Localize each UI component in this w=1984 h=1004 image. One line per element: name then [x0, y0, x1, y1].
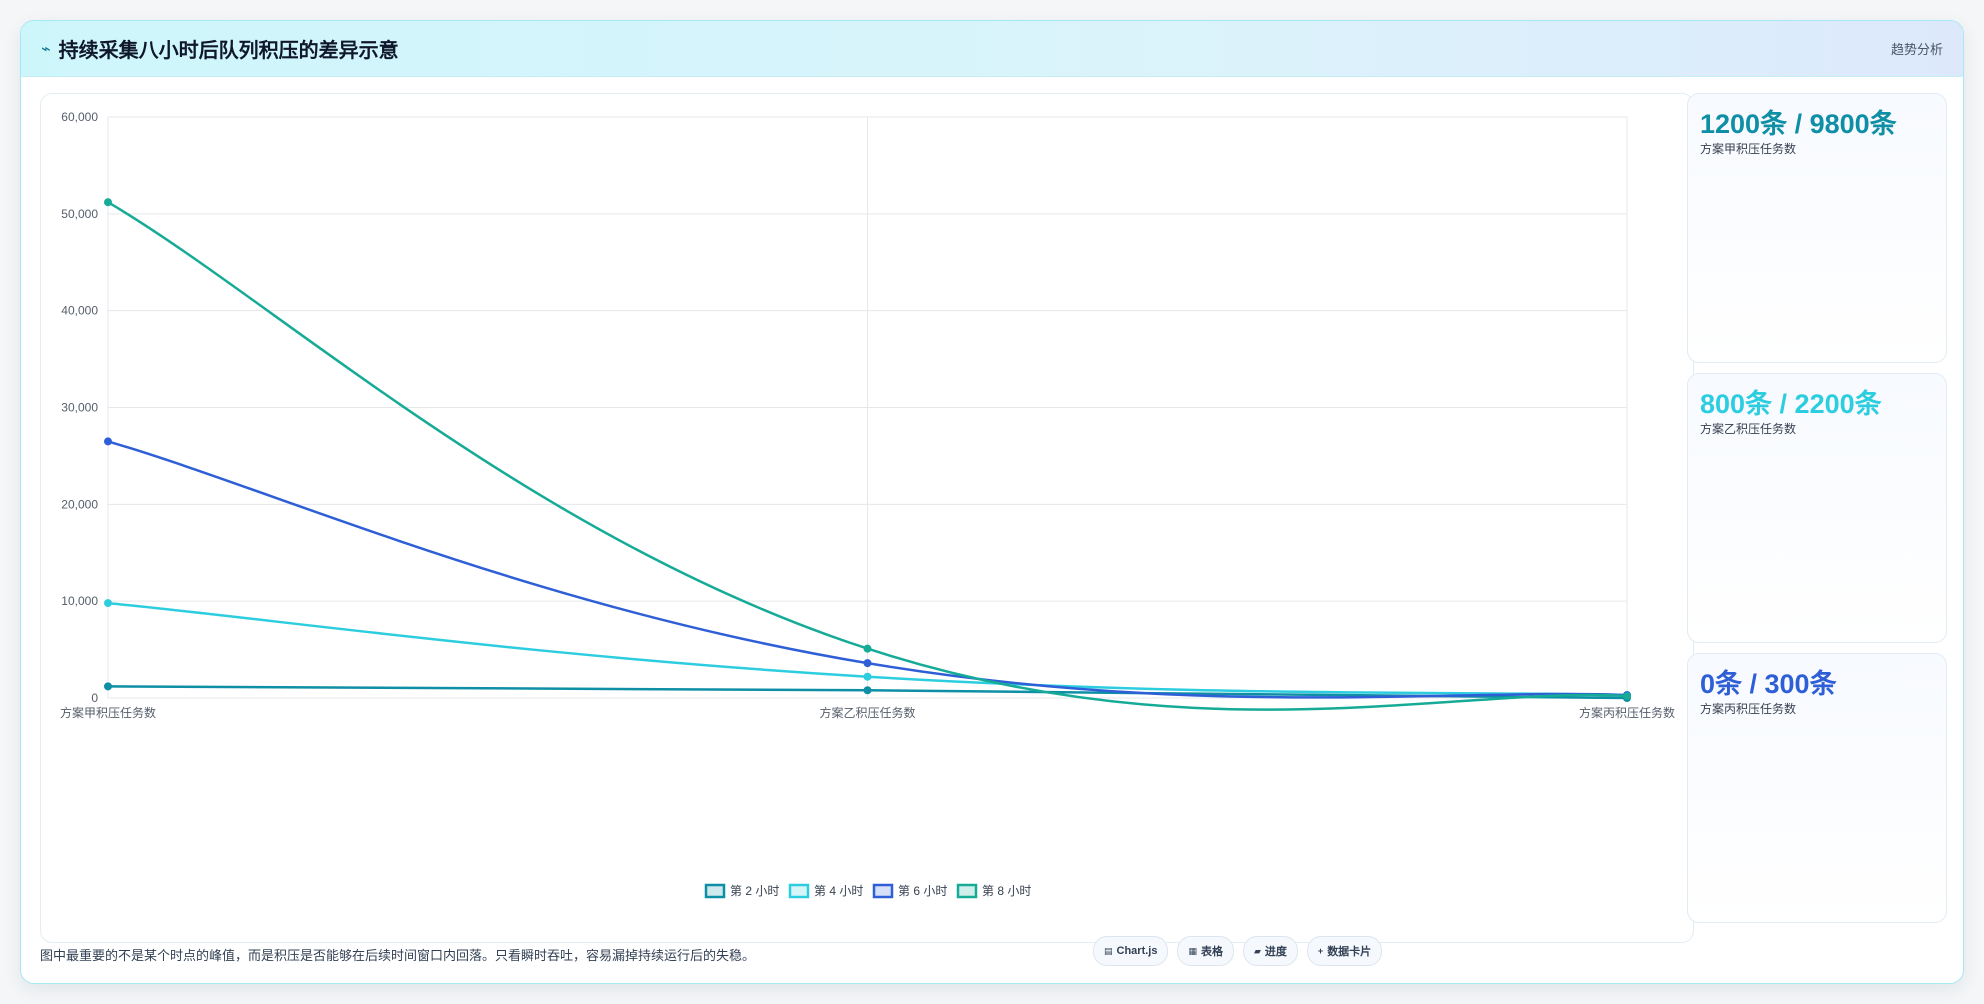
- chip-label: Chart.js: [1116, 945, 1158, 957]
- trend-analysis-link[interactable]: 趋势分析: [1890, 42, 1943, 57]
- page-title: 持续采集八小时后队列积压的差异示意: [58, 40, 399, 62]
- summary-card-a: 1200条 / 9800条 方案甲积压任务数: [1687, 93, 1947, 363]
- y-tick-label: 30,000: [61, 401, 98, 415]
- data-point: [104, 198, 112, 207]
- data-point: [863, 672, 872, 681]
- data-point: [104, 682, 112, 691]
- chip-label: 进度: [1264, 946, 1287, 958]
- legend-swatch: [788, 883, 810, 899]
- backlog-line-chart: 0 10,000 20,000 30,000 40,000 50,000 60,000 方案甲…: [60, 110, 1675, 899]
- x-tick-label: 方案乙积压任务数: [819, 705, 915, 720]
- card-value: 1200条 / 9800条: [1700, 109, 1897, 139]
- data-point: [1623, 692, 1631, 701]
- plus-icon: +: [1317, 946, 1324, 956]
- card-label: 方案甲积压任务数: [1700, 142, 1797, 156]
- summary-card-c: 0条 / 300条 方案丙积压任务数: [1687, 653, 1947, 923]
- tool-chips: ▤ Chart.js ▦ 表格 ▰ 进度 + 数据卡片: [1093, 936, 1383, 966]
- data-point: [863, 686, 872, 695]
- table-icon: ▦: [1188, 945, 1197, 956]
- panel-header: ⌁ 持续采集八小时后队列积压的差异示意 趋势分析: [21, 21, 1963, 77]
- chartjs-chip[interactable]: ▤ Chart.js: [1093, 936, 1169, 966]
- y-tick-label: 60,000: [61, 110, 98, 124]
- y-tick-label: 0: [91, 691, 98, 705]
- data-card-chip[interactable]: + 数据卡片: [1306, 936, 1383, 966]
- data-point: [104, 599, 112, 608]
- dashboard-panel: ⌁ 持续采集八小时后队列积压的差异示意 趋势分析 0 10,000 20,000 30…: [20, 20, 1964, 984]
- y-tick-label: 10,000: [61, 594, 98, 608]
- data-point: [104, 437, 112, 446]
- y-tick-label: 50,000: [61, 207, 98, 221]
- footer-note: 图中最重要的不是某个时点的峰值，而是积压是否能够在后续时间窗口内回落。只看瞬时吞…: [40, 948, 756, 963]
- legend-label: 第 6 小时: [898, 884, 947, 898]
- y-tick-label: 20,000: [61, 497, 98, 511]
- legend-swatch: [872, 883, 894, 899]
- progress-icon: ▰: [1254, 945, 1261, 956]
- card-value: 800条 / 2200条: [1700, 389, 1882, 419]
- card-label: 方案丙积压任务数: [1700, 702, 1797, 716]
- table-chip[interactable]: ▦ 表格: [1177, 936, 1234, 966]
- card-label: 方案乙积压任务数: [1700, 422, 1797, 436]
- data-point: [863, 644, 872, 653]
- legend-swatch: [956, 883, 978, 899]
- data-point: [863, 659, 872, 668]
- y-tick-label: 40,000: [61, 304, 98, 318]
- chip-label: 表格: [1201, 946, 1223, 958]
- x-tick-label: 方案丙积压任务数: [1579, 705, 1675, 720]
- card-value: 0条 / 300条: [1700, 669, 1837, 699]
- title-group: ⌁ 持续采集八小时后队列积压的差异示意: [41, 34, 399, 63]
- legend-label: 第 8 小时: [982, 884, 1031, 898]
- summary-card-b: 800条 / 2200条 方案乙积压任务数: [1687, 373, 1947, 643]
- chart-container: 0 10,000 20,000 30,000 40,000 50,000 60,000 方案甲…: [40, 93, 1694, 943]
- legend-swatch: [704, 883, 726, 899]
- legend-label: 第 4 小时: [814, 884, 863, 898]
- legend-label: 第 2 小时: [730, 884, 779, 898]
- trend-icon: ⌁: [41, 40, 51, 58]
- chart-icon: ▤: [1104, 945, 1113, 956]
- x-tick-label: 方案甲积压任务数: [60, 705, 156, 720]
- chip-label: 数据卡片: [1327, 946, 1372, 958]
- progress-chip[interactable]: ▰ 进度: [1243, 936, 1298, 966]
